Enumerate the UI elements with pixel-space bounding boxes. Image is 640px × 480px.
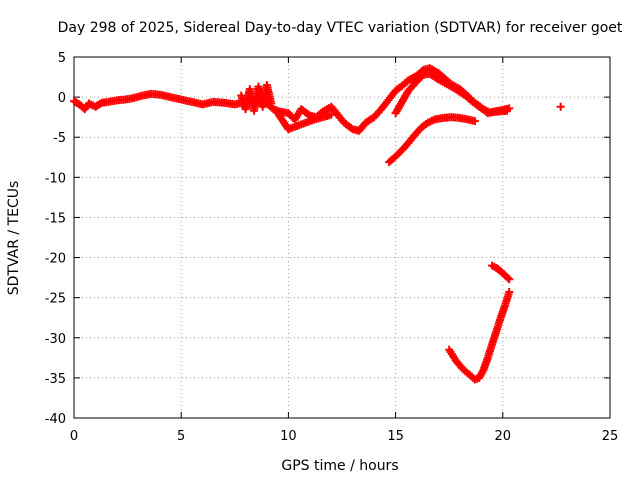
y-tick-label: -15: [45, 211, 66, 226]
series-deep-curve: [445, 288, 514, 384]
chart-title: Day 298 of 2025, Sidereal Day-to-day VTE…: [58, 20, 623, 36]
x-tick-label: 5: [177, 429, 185, 444]
series-lower-track: [273, 109, 336, 134]
plot-frame: [73, 56, 611, 419]
y-tick-label: 5: [58, 51, 66, 66]
data-point: [505, 275, 514, 284]
x-tick-label: 25: [602, 429, 619, 444]
y-tick-label: -40: [45, 412, 66, 427]
y-axis-label: SDTVAR / TECUs: [6, 181, 22, 296]
x-axis-label: GPS time / hours: [281, 458, 398, 474]
x-tick-label: 0: [70, 429, 78, 444]
data-point: [96, 99, 105, 108]
data-point: [267, 99, 276, 108]
x-tick-label: 20: [495, 429, 512, 444]
data-points: [70, 64, 565, 384]
x-tick-label: 10: [280, 429, 297, 444]
series-oscillation-band: [237, 81, 276, 115]
y-tick-label: -25: [45, 292, 66, 307]
data-point: [503, 106, 512, 115]
axis-ticks: 0 5 10 15 20 25 5 0 -5 -10 -15 -20 -25 -30 -35 -40: [45, 51, 619, 444]
series-falling-segment: [385, 113, 479, 167]
series-isolated-point: [556, 102, 565, 111]
data-point: [327, 110, 336, 119]
series-main-track: [70, 64, 514, 135]
data-point: [470, 117, 479, 126]
y-tick-label: -30: [45, 332, 66, 347]
x-tick-label: 15: [387, 429, 404, 444]
series-second-arc: [391, 69, 512, 118]
data-point: [556, 102, 565, 111]
grid-lines: [74, 57, 610, 418]
y-tick-label: -5: [53, 131, 66, 146]
data-point: [503, 273, 512, 282]
y-tick-label: 0: [58, 91, 66, 106]
y-tick-label: -20: [45, 252, 66, 267]
series-upper-right-segment: [488, 261, 514, 284]
y-tick-label: -10: [45, 171, 66, 186]
y-tick-label: -35: [45, 372, 66, 387]
data-point: [505, 288, 514, 297]
